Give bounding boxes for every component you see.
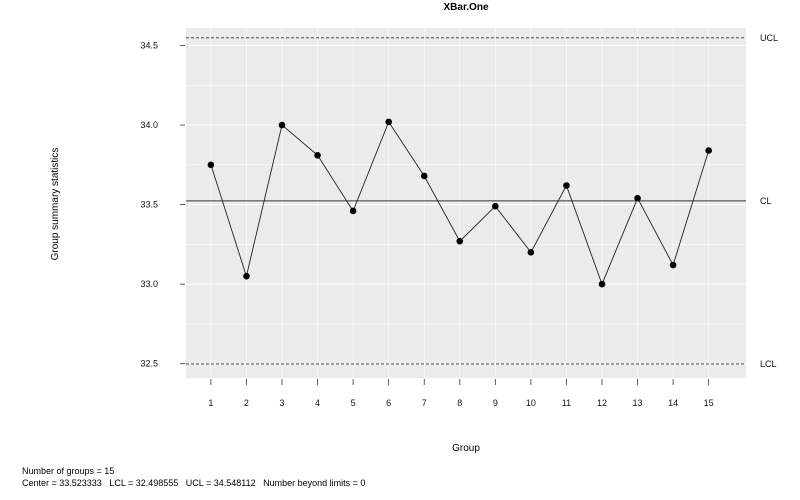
- x-tick-label: 2: [244, 398, 249, 408]
- axes: 32.533.033.534.034.51 2 3 4 5 6 7 8 9 10 11 12 13 14 1…: [140, 41, 713, 409]
- x-axis-title: Group: [452, 443, 480, 454]
- y-axis-title: Group summary statistics: [50, 148, 61, 261]
- x-tick-label: 6: [386, 398, 391, 408]
- y-tick-label: 32.5: [140, 359, 158, 369]
- number-of-groups-text: Number of groups = 15: [22, 466, 115, 476]
- data-point: [456, 237, 464, 245]
- center-line-label: CL: [760, 196, 772, 206]
- x-tick-label: 3: [279, 398, 284, 408]
- limits-summary-text: Center = 33.523333 LCL = 32.498555 UCL =…: [22, 478, 366, 488]
- x-tick-label: 8: [457, 398, 462, 408]
- y-tick-label: 34.0: [140, 120, 158, 130]
- data-point: [634, 194, 641, 202]
- data-point: [598, 280, 606, 288]
- data-point: [492, 202, 499, 210]
- x-tick-label: 1: [208, 398, 213, 408]
- data-point: [420, 172, 428, 180]
- x-tick-label: 13: [633, 398, 643, 408]
- data-point: [243, 272, 250, 280]
- x-tick-label: 5: [351, 398, 356, 408]
- x-tick-label: 14: [668, 398, 678, 408]
- data-point: [385, 118, 392, 126]
- data-point: [527, 249, 535, 256]
- data-point: [669, 261, 677, 269]
- data-point: [314, 151, 321, 159]
- data-point: [349, 207, 357, 215]
- y-tick-label: 34.5: [140, 41, 158, 51]
- control-limits: UCL CL LCL: [186, 33, 778, 369]
- y-tick-label: 33.5: [140, 200, 158, 210]
- data-series: [207, 118, 712, 288]
- x-tick-label: 4: [315, 398, 320, 408]
- lcl-label: LCL: [760, 359, 777, 369]
- data-point: [207, 161, 215, 169]
- x-tick-label: 15: [704, 398, 714, 408]
- data-point: [563, 182, 570, 189]
- data-point: [705, 147, 712, 154]
- x-tick-label: 11: [562, 398, 571, 408]
- x-tick-label: 12: [597, 398, 607, 408]
- x-tick-label: 10: [526, 398, 536, 408]
- plot-panel: [186, 28, 746, 378]
- x-tick-label: 9: [493, 398, 498, 408]
- data-point: [278, 121, 286, 129]
- x-tick-label: 7: [422, 398, 427, 408]
- y-tick-label: 33.0: [140, 279, 158, 289]
- ucl-label: UCL: [760, 33, 778, 43]
- chart-title: XBar.One: [443, 2, 488, 13]
